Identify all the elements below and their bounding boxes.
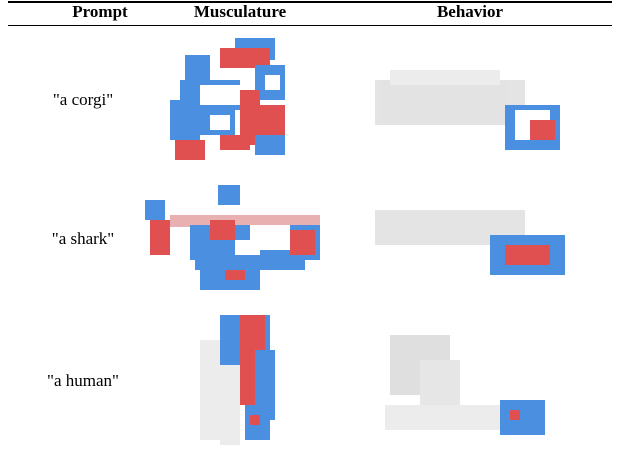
human-final-pose	[385, 400, 545, 435]
header-behavior: Behavior	[436, 2, 504, 21]
prompt-human: "a human"	[47, 371, 119, 390]
prompt-shark: "a shark"	[51, 229, 115, 248]
corgi-final-pose	[505, 105, 560, 150]
table-header-rule	[8, 25, 612, 26]
header-musculature: Musculature	[193, 2, 287, 21]
shark-voxel-body	[145, 185, 320, 290]
shark-behavior-figure	[375, 210, 565, 275]
corgi-motion-trail	[375, 70, 525, 125]
prompt-corgi: "a corgi"	[52, 90, 114, 109]
human-voxel-body	[200, 315, 275, 445]
shark-final-pose	[490, 235, 565, 275]
table-top-rule	[8, 1, 612, 3]
corgi-behavior-figure	[375, 70, 560, 150]
corgi-musculature-figure	[170, 38, 285, 160]
shark-musculature-figure	[145, 185, 320, 290]
human-musculature-figure	[200, 315, 275, 445]
corgi-voxel-body	[170, 38, 285, 160]
human-motion-trail	[390, 335, 460, 410]
header-prompt: Prompt	[72, 2, 128, 21]
human-behavior-figure	[385, 335, 545, 435]
